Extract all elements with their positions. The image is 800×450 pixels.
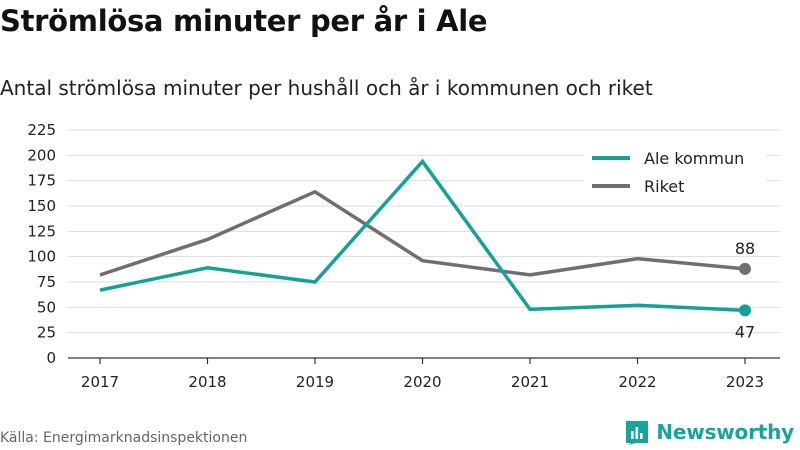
- chart-subtitle: Antal strömlösa minuter per hushåll och …: [0, 76, 653, 100]
- y-tick-label: 25: [37, 324, 56, 342]
- y-tick-label: 150: [27, 197, 56, 215]
- x-axis: 2017 2018 2019 2020 2021 2022 2023: [68, 357, 780, 391]
- end-label-ale-kommun: 47: [735, 322, 755, 341]
- y-tick-label: 75: [37, 273, 56, 291]
- legend-background: [584, 144, 766, 201]
- brand-logo[interactable]: Newsworthy: [624, 419, 794, 445]
- grid-lines: [68, 129, 780, 334]
- y-tick-label: 175: [27, 172, 56, 190]
- legend: Ale kommun Riket: [584, 144, 766, 201]
- y-axis: 0 25 50 75 100 125 150 175 200 225: [27, 121, 56, 367]
- x-tick-label: 2021: [511, 373, 549, 391]
- newsworthy-logo-icon: [626, 421, 649, 445]
- chart-title: Strömlösa minuter per år i Ale: [0, 4, 488, 38]
- y-tick-label: 0: [46, 349, 56, 367]
- y-tick-label: 200: [27, 146, 56, 164]
- legend-label-ale-kommun: Ale kommun: [644, 149, 744, 168]
- brand-name: Newsworthy: [656, 420, 794, 444]
- x-tick-label: 2017: [81, 373, 119, 391]
- series-line-riket: [99, 189, 746, 277]
- y-tick-label: 50: [37, 298, 56, 316]
- series-lines: 47 88: [99, 158, 755, 341]
- y-tick-label: 100: [27, 248, 56, 266]
- y-tick-label: 125: [27, 222, 56, 240]
- end-point-ale-kommun: [739, 304, 751, 317]
- end-point-riket: [739, 262, 751, 275]
- x-tick-label: 2019: [296, 373, 334, 391]
- x-tick-label: 2022: [618, 373, 656, 391]
- source-note: Källa: Energimarknadsinspektionen: [0, 430, 248, 446]
- x-tick-label: 2018: [188, 373, 226, 391]
- x-tick-label: 2020: [403, 373, 441, 391]
- x-tick-label: 2023: [726, 373, 764, 391]
- end-label-riket: 88: [735, 239, 755, 258]
- legend-label-riket: Riket: [644, 177, 684, 196]
- y-tick-label: 225: [27, 121, 56, 139]
